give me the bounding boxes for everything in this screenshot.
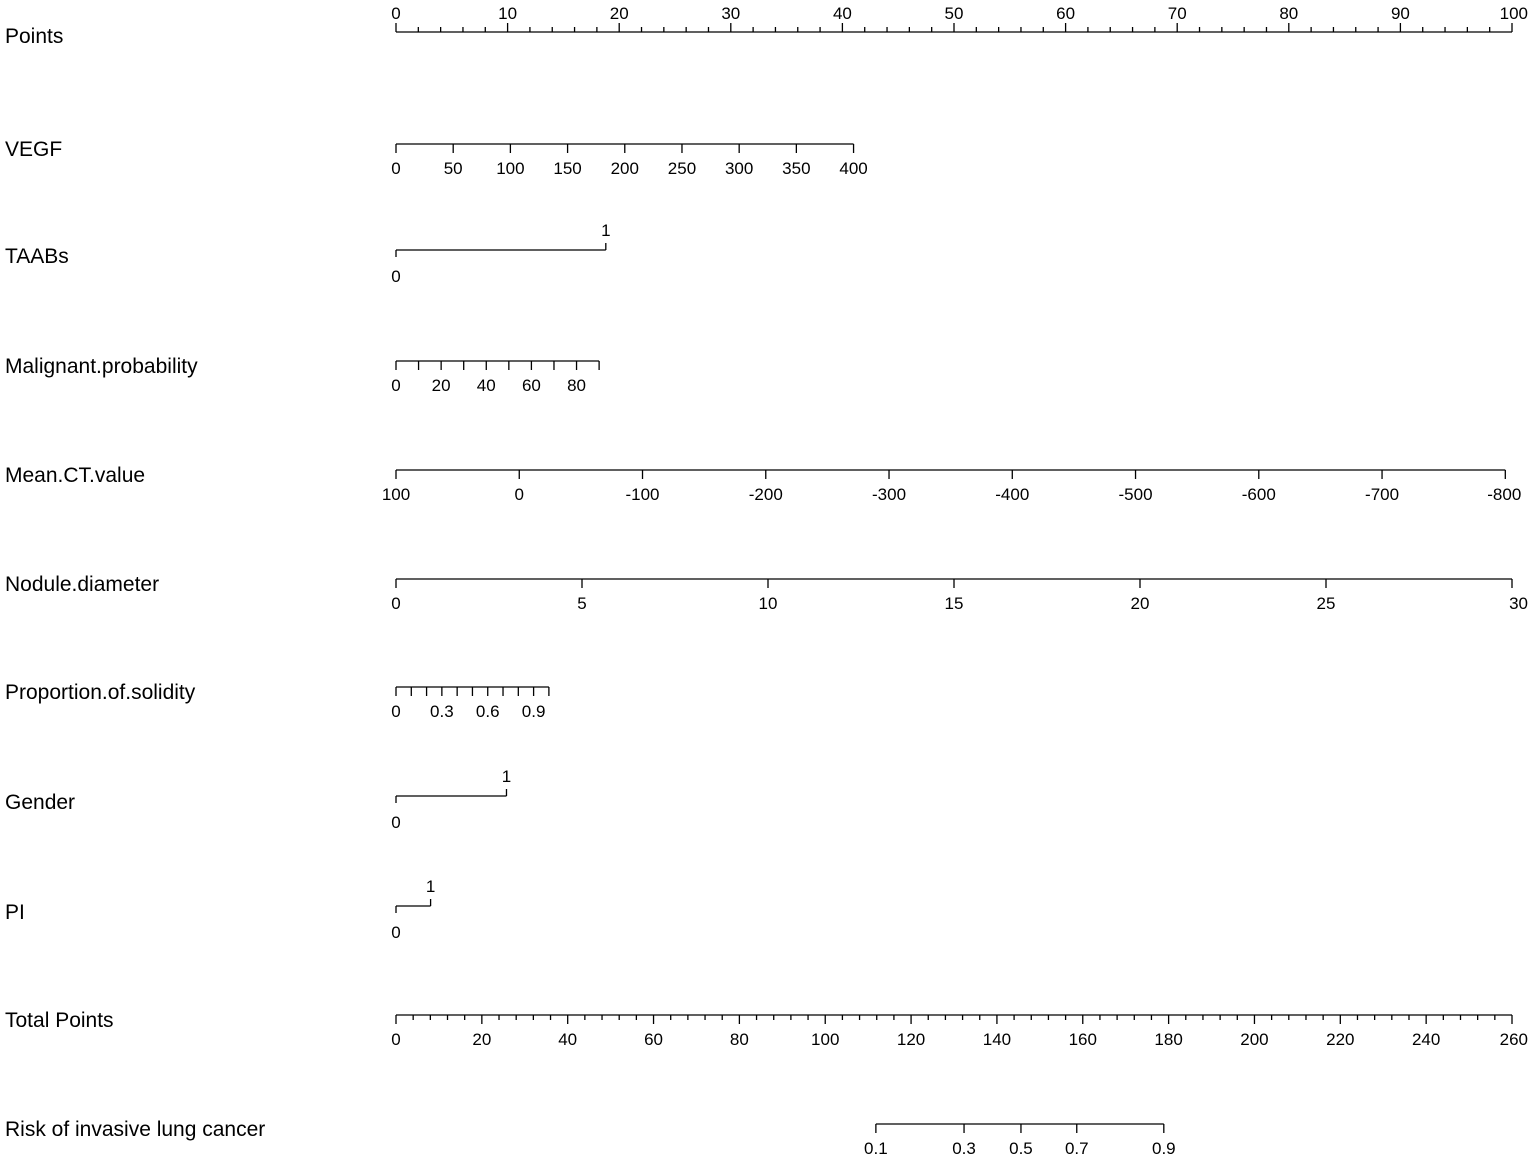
tick-label-9-4: 80	[730, 1030, 749, 1049]
tick-label-4-8: -700	[1365, 485, 1399, 504]
tick-label-6-9: 0.9	[522, 702, 546, 721]
tick-label-0-2: 20	[610, 4, 629, 23]
tick-label-0-0: 0	[391, 4, 400, 23]
tick-label-7-0: 0	[391, 813, 400, 832]
tick-label-9-3: 60	[644, 1030, 663, 1049]
tick-label-10-3: 0.7	[1065, 1139, 1089, 1158]
tick-label-3-0: 0	[391, 376, 400, 395]
tick-label-9-11: 220	[1326, 1030, 1354, 1049]
tick-label-4-6: -500	[1119, 485, 1153, 504]
tick-label-10-0: 0.1	[864, 1139, 888, 1158]
tick-label-9-12: 240	[1412, 1030, 1440, 1049]
tick-label-3-8: 80	[567, 376, 586, 395]
tick-label-6-6: 0.6	[476, 702, 500, 721]
tick-label-9-8: 160	[1069, 1030, 1097, 1049]
tick-label-7-1: 1	[502, 767, 511, 786]
tick-label-10-1: 0.3	[952, 1139, 976, 1158]
row-label-10: Risk of invasive lung cancer	[5, 1118, 265, 1141]
tick-label-0-7: 70	[1168, 4, 1187, 23]
tick-label-9-5: 100	[811, 1030, 839, 1049]
tick-label-0-6: 60	[1056, 4, 1075, 23]
tick-label-1-4: 200	[611, 159, 639, 178]
tick-label-9-13: 260	[1500, 1030, 1528, 1049]
row-label-1: VEGF	[5, 138, 62, 161]
tick-label-1-7: 350	[782, 159, 810, 178]
tick-label-4-3: -200	[749, 485, 783, 504]
tick-label-9-7: 140	[983, 1030, 1011, 1049]
row-label-7: Gender	[5, 791, 75, 814]
tick-label-9-10: 200	[1240, 1030, 1268, 1049]
tick-label-9-6: 120	[897, 1030, 925, 1049]
tick-label-5-6: 30	[1509, 594, 1528, 613]
row-label-9: Total Points	[5, 1009, 114, 1032]
tick-label-9-9: 180	[1154, 1030, 1182, 1049]
row-label-5: Nodule.diameter	[5, 573, 159, 596]
tick-label-6-3: 0.3	[430, 702, 454, 721]
tick-label-0-1: 10	[498, 4, 517, 23]
tick-label-0-3: 30	[721, 4, 740, 23]
row-label-8: PI	[5, 901, 25, 924]
row-label-2: TAABs	[5, 245, 69, 268]
tick-label-5-5: 25	[1317, 594, 1336, 613]
row-label-3: Malignant.probability	[5, 355, 198, 378]
tick-label-1-6: 300	[725, 159, 753, 178]
tick-label-4-4: -300	[872, 485, 906, 504]
tick-label-4-7: -600	[1242, 485, 1276, 504]
tick-label-9-1: 20	[472, 1030, 491, 1049]
tick-label-1-1: 50	[444, 159, 463, 178]
tick-label-3-2: 20	[432, 376, 451, 395]
tick-label-0-8: 80	[1279, 4, 1298, 23]
tick-label-2-0: 0	[391, 267, 400, 286]
tick-label-5-4: 20	[1131, 594, 1150, 613]
row-label-4: Mean.CT.value	[5, 464, 145, 487]
tick-label-4-0: 100	[382, 485, 410, 504]
tick-label-2-1: 1	[601, 221, 610, 240]
tick-label-4-5: -400	[995, 485, 1029, 504]
tick-label-3-4: 40	[477, 376, 496, 395]
tick-label-4-2: -100	[625, 485, 659, 504]
tick-label-3-6: 60	[522, 376, 541, 395]
tick-label-1-2: 100	[496, 159, 524, 178]
tick-label-9-0: 0	[391, 1030, 400, 1049]
tick-label-5-2: 10	[759, 594, 778, 613]
tick-label-10-2: 0.5	[1009, 1139, 1033, 1158]
tick-label-0-10: 100	[1500, 4, 1528, 23]
tick-label-1-8: 400	[839, 159, 867, 178]
row-label-0: Points	[5, 25, 63, 48]
tick-label-8-1: 1	[426, 877, 435, 896]
tick-label-1-5: 250	[668, 159, 696, 178]
tick-label-0-4: 40	[833, 4, 852, 23]
row-label-6: Proportion.of.solidity	[5, 681, 196, 704]
tick-label-5-3: 15	[945, 594, 964, 613]
tick-label-6-0: 0	[391, 702, 400, 721]
tick-label-1-3: 150	[553, 159, 581, 178]
tick-label-5-1: 5	[577, 594, 586, 613]
tick-label-5-0: 0	[391, 594, 400, 613]
tick-label-1-0: 0	[391, 159, 400, 178]
tick-label-4-9: -800	[1487, 485, 1521, 504]
tick-label-9-2: 40	[558, 1030, 577, 1049]
tick-label-8-0: 0	[391, 923, 400, 942]
tick-label-10-4: 0.9	[1152, 1139, 1176, 1158]
tick-label-0-9: 90	[1391, 4, 1410, 23]
tick-label-0-5: 50	[945, 4, 964, 23]
tick-label-4-1: 0	[515, 485, 524, 504]
